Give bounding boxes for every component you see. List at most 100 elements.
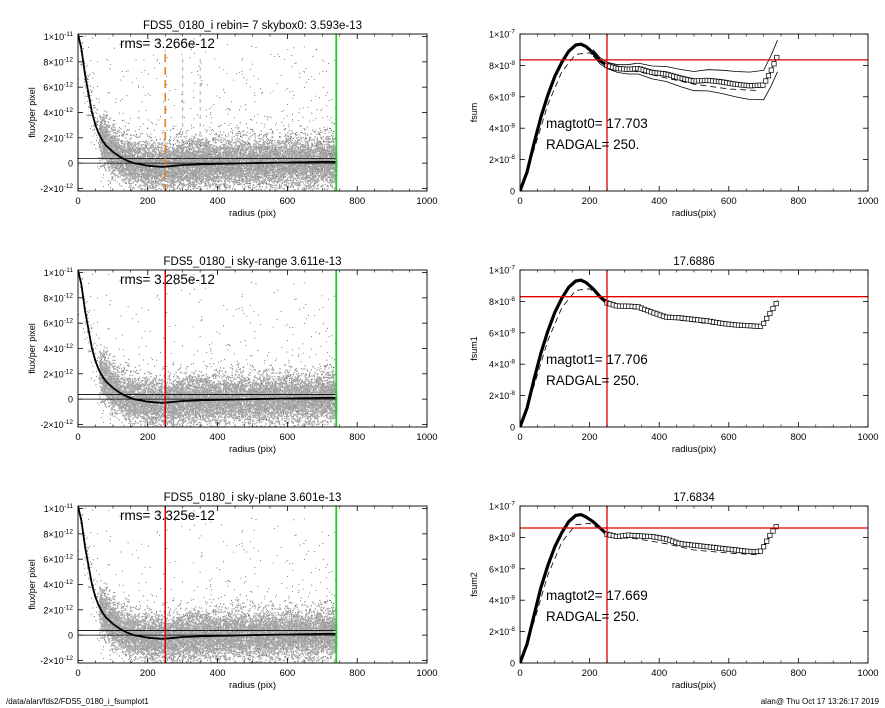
x-tick-label: 1000	[857, 432, 878, 443]
magtot-annotation: magtot1= 17.706	[546, 352, 648, 367]
y-tick-label: 6×10-12	[43, 554, 73, 565]
dashed-growth-curve	[520, 52, 757, 191]
y-tick-label: 2×10-12	[43, 604, 73, 615]
chart-title: FDS5_0180_i sky-plane 3.601e-13	[164, 492, 342, 504]
rms-annotation: rms= 3.285e-12	[120, 272, 215, 287]
y-tick-label: 4×10-12	[43, 107, 73, 118]
curve-marker	[767, 310, 773, 317]
x-tick-label: 400	[651, 432, 667, 443]
y-tick-label: 8×10-8	[489, 532, 515, 543]
curve-marker	[767, 532, 773, 539]
y-tick-label: 0	[510, 187, 515, 197]
y-tick-label: 4×10-8	[489, 359, 515, 370]
x-tick-label: 1000	[416, 668, 437, 679]
y-tick-label: 0	[510, 423, 515, 433]
fsum-panel-fsum0: 0 200 400 600 800 1000 0 2×10-8 4×10-8 6×10-8 8×10…	[469, 29, 879, 220]
chart-title: FDS5_0180_i rebin= 7 skybox0: 3.593e-13	[143, 20, 362, 32]
y-tick-label: 0	[510, 659, 515, 669]
y-axis-label: fsum2	[469, 572, 479, 597]
chart-title: 17.6886	[673, 256, 715, 268]
y-axis-label: fsum	[469, 103, 479, 123]
growth-curve	[520, 512, 609, 663]
y-tick-label: 2×10-12	[43, 132, 73, 143]
x-axis-label: radius(pix)	[672, 208, 716, 219]
curve-marker	[761, 544, 767, 550]
y-tick-label: 4×10-8	[489, 595, 515, 606]
y-tick-label: 2×10-8	[489, 390, 515, 401]
flux-panel-flux2: 0 200 400 600 800 1000-2×10-1202×10-124×10-12…	[27, 256, 438, 455]
y-tick-label: 0	[68, 631, 73, 641]
flux-panel-flux1: 0 200 400 600 800 1000-2×10-1202×10-124×10-12…	[27, 20, 438, 219]
x-tick-label: 600	[721, 432, 737, 443]
upper-envelope-line	[592, 40, 778, 73]
y-tick-label: 6×10-8	[489, 91, 515, 102]
curve-marker	[771, 61, 777, 67]
rms-annotation: rms= 3.325e-12	[120, 508, 215, 523]
x-tick-label: 600	[721, 196, 737, 207]
x-tick-label: 1000	[857, 196, 878, 207]
radgal-annotation: RADGAL= 250.	[546, 137, 639, 152]
plot-area	[78, 34, 338, 191]
y-tick-label: -2×10-12	[40, 419, 73, 430]
y-tick-label: 2×10-8	[489, 626, 515, 637]
chart-title: 17.6834	[673, 492, 715, 504]
y-tick-label: 6×10-12	[43, 318, 73, 329]
curve-marker	[757, 323, 764, 329]
flux-panel-flux3: 0 200 400 600 800 1000-2×10-1202×10-124×10-12…	[27, 492, 438, 691]
plot-area	[520, 270, 868, 427]
curve-marker	[770, 305, 776, 312]
curve-marker	[770, 528, 776, 534]
y-tick-label: -2×10-12	[40, 655, 73, 666]
plot-frame	[519, 33, 869, 192]
x-tick-label: 800	[349, 432, 365, 443]
y-tick-label: 1×10-11	[44, 503, 74, 514]
plot-area	[520, 506, 868, 663]
rms-annotation: rms= 3.266e-12	[120, 36, 215, 51]
x-axis-label: radius (pix)	[229, 208, 276, 219]
fsum-panel-fsum1: 0 200 400 600 800 1000 0 2×10-8 4×10-8 6×10-8 8×10…	[469, 256, 879, 455]
chart-title: FDS5_0180_i sky-range 3.611e-13	[163, 256, 341, 268]
x-tick-label: 600	[279, 196, 295, 207]
y-tick-label: 8×10-8	[489, 60, 515, 71]
curve-marker	[774, 54, 780, 61]
x-tick-label: 800	[349, 196, 365, 207]
growth-curve	[520, 42, 608, 191]
x-tick-label: 0	[517, 196, 522, 207]
y-tick-label: 0	[68, 159, 73, 169]
x-axis-label: radius(pix)	[672, 444, 716, 455]
curve-marker	[763, 78, 769, 84]
y-tick-label: 8×10-8	[489, 296, 515, 307]
x-tick-label: 400	[210, 432, 226, 443]
x-tick-label: 200	[140, 432, 156, 443]
y-tick-label: 8×10-12	[43, 292, 73, 303]
curve-marker	[760, 82, 766, 88]
x-tick-label: 200	[140, 196, 156, 207]
fsum-panel-fsum2: 0 200 400 600 800 1000 0 2×10-8 4×10-8 6×10-8 8×10…	[469, 492, 879, 691]
y-tick-label: 4×10-12	[43, 343, 73, 354]
y-tick-label: 1×10-11	[44, 31, 74, 42]
lower-envelope-line	[592, 55, 778, 101]
x-tick-label: 0	[517, 668, 522, 679]
x-tick-label: 600	[721, 668, 737, 679]
x-tick-label: 800	[790, 668, 806, 679]
y-tick-label: 1×10-11	[44, 267, 74, 278]
curve-marker	[768, 67, 774, 73]
y-axis-label: flux/per pixel	[27, 87, 37, 138]
x-tick-label: 0	[517, 432, 522, 443]
x-tick-label: 200	[582, 668, 598, 679]
y-tick-label: 4×10-12	[43, 579, 73, 590]
x-tick-label: 0	[75, 432, 80, 443]
x-tick-label: 800	[349, 668, 365, 679]
y-tick-label: 2×10-8	[489, 154, 515, 165]
y-tick-label: 1×10-7	[489, 265, 515, 276]
x-tick-label: 1000	[416, 432, 437, 443]
curve-marker	[761, 320, 767, 326]
lower-envelope-line	[592, 289, 778, 329]
y-axis-label: fsum1	[469, 336, 479, 361]
x-tick-label: 400	[651, 668, 667, 679]
curve-marker	[773, 301, 779, 307]
x-tick-label: 800	[790, 196, 806, 207]
radgal-annotation: RADGAL= 250.	[546, 609, 639, 624]
x-tick-label: 400	[210, 196, 226, 207]
footer-timestamp: alan@ Thu Oct 17 13:26:17 2019	[760, 697, 879, 706]
